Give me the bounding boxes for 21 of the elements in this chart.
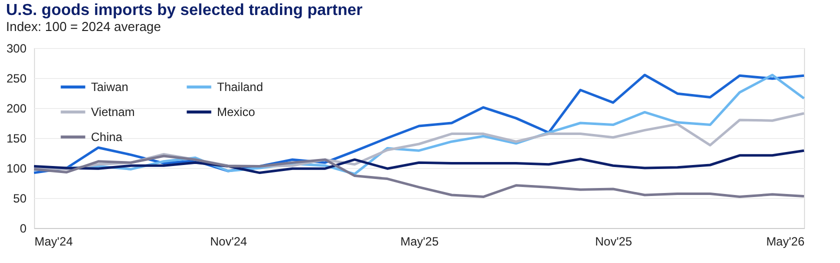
y-tick-label: 150 [6, 132, 27, 146]
y-tick-label: 50 [13, 192, 27, 206]
y-tick-label: 200 [6, 102, 27, 116]
legend-label: Mexico [217, 105, 256, 119]
x-tick-label: Nov'25 [595, 234, 632, 248]
legend-label: Taiwan [91, 80, 128, 94]
line-series [32, 149, 806, 174]
x-tick-label: May'26 [766, 234, 805, 248]
line-series [32, 154, 806, 198]
y-tick-label: 300 [6, 42, 27, 56]
x-tick-label: May'25 [400, 234, 439, 248]
chart-title: U.S. goods imports by selected trading partner [6, 2, 362, 19]
legend-label: China [91, 130, 123, 144]
chart-subtitle: Index: 100 = 2024 average [6, 19, 162, 34]
y-tick-label: 250 [6, 72, 27, 86]
y-tick-label: 100 [6, 162, 27, 176]
legend-label: Vietnam [91, 105, 135, 119]
x-tick-label: May'24 [34, 234, 74, 248]
y-tick-label: 0 [20, 222, 27, 236]
legend-label: Thailand [217, 80, 264, 94]
x-tick-label: Nov'24 [210, 234, 248, 248]
